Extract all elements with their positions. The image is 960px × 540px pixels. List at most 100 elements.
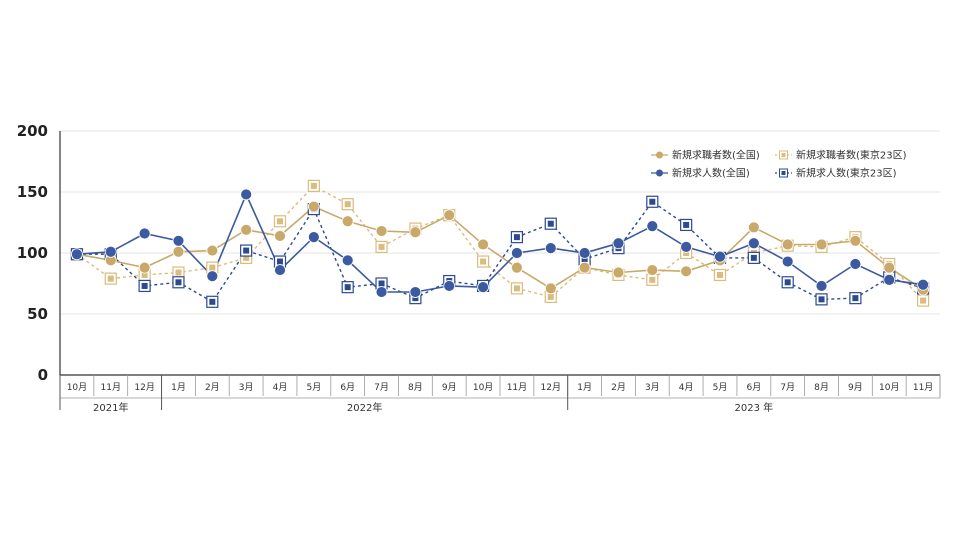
data-point-inner — [310, 182, 317, 189]
y-tick-label: 150 — [17, 183, 48, 201]
data-point-inner — [344, 284, 351, 291]
data-point-inner — [547, 293, 554, 300]
data-point-inner — [277, 258, 283, 265]
series-line — [76, 205, 924, 291]
data-point-inner — [209, 264, 216, 271]
data-point — [680, 240, 693, 253]
legend-label: 新規求人数(東京23区) — [796, 167, 897, 180]
data-point — [138, 261, 151, 274]
data-point — [714, 250, 726, 263]
x-tick-label: 6月 — [340, 382, 355, 393]
x-tick-label: 10月 — [473, 382, 493, 393]
data-point-inner — [480, 258, 487, 265]
x-tick-label: 7月 — [780, 382, 795, 393]
x-tick-label: 8月 — [814, 382, 829, 393]
data-point-inner — [378, 280, 385, 287]
data-point — [206, 270, 219, 283]
data-point — [578, 247, 591, 259]
x-tick-label: 4月 — [273, 382, 288, 393]
x-tick-label: 11月 — [507, 382, 527, 393]
legend-marker — [656, 169, 663, 177]
x-tick-label: 12月 — [134, 382, 154, 393]
legend-label: 新規求職者数(東京23区) — [796, 149, 907, 162]
data-point-inner — [547, 220, 554, 227]
legend-item: 新規求職者数(東京23区) — [775, 149, 907, 162]
data-point-inner — [818, 296, 825, 303]
data-point-inner — [750, 254, 757, 261]
data-point — [849, 234, 862, 247]
legend-item: 新規求人数(東京23区) — [775, 167, 897, 180]
data-point-inner — [243, 247, 250, 254]
data-point-inner — [683, 221, 690, 228]
x-tick-label: 4月 — [679, 382, 694, 393]
x-tick-label: 10月 — [67, 382, 87, 393]
data-point — [104, 245, 117, 258]
data-point-inner — [277, 218, 283, 225]
x-tick-label: 5月 — [713, 382, 728, 393]
data-point — [883, 261, 896, 274]
data-point-inner — [513, 234, 520, 241]
data-point-inner — [649, 198, 656, 205]
data-point — [781, 255, 794, 268]
data-point — [477, 281, 489, 294]
data-point — [206, 244, 219, 257]
data-point — [747, 237, 760, 250]
data-point-inner — [852, 295, 859, 302]
year-label: 2021年 — [93, 401, 128, 414]
x-tick-label: 7月 — [374, 382, 389, 393]
data-point-inner — [920, 297, 927, 304]
data-point-inner — [141, 282, 148, 289]
data-point-inner — [243, 254, 250, 261]
data-point — [815, 280, 828, 292]
data-point-inner — [784, 279, 791, 286]
data-point — [544, 282, 557, 295]
data-point — [612, 237, 625, 250]
data-point — [646, 264, 659, 276]
data-point-inner — [513, 285, 520, 292]
legend-marker-inner — [781, 153, 786, 157]
data-point — [409, 286, 422, 298]
data-point — [511, 247, 523, 259]
data-point — [307, 200, 320, 213]
data-point — [680, 265, 693, 278]
data-point-inner — [581, 256, 588, 263]
legend-marker — [656, 151, 663, 159]
x-tick-label: 11月 — [101, 382, 121, 393]
data-point — [511, 261, 523, 274]
x-tick-label: 9月 — [442, 382, 457, 393]
x-tick-label: 9月 — [848, 382, 863, 393]
data-point-inner — [344, 201, 351, 208]
data-point — [341, 254, 354, 267]
data-point — [646, 220, 659, 233]
data-point — [341, 215, 354, 228]
data-point-inner — [649, 276, 656, 283]
x-tick-label: 2月 — [611, 382, 626, 393]
data-point — [443, 280, 456, 292]
x-tick-label: 3月 — [239, 382, 254, 393]
x-tick-label: 1月 — [171, 382, 186, 393]
legend-marker-inner — [781, 171, 786, 175]
data-point — [138, 227, 151, 240]
data-point — [612, 266, 625, 279]
data-point — [274, 264, 286, 276]
data-point — [307, 231, 320, 244]
y-tick-label: 50 — [27, 305, 48, 323]
data-point — [240, 188, 253, 201]
data-point — [240, 223, 253, 236]
data-point — [172, 234, 185, 247]
x-tick-label: 11月 — [913, 382, 933, 393]
y-tick-label: 0 — [38, 366, 48, 384]
data-point — [443, 209, 456, 222]
data-point-inner — [175, 279, 182, 286]
data-point — [172, 245, 185, 258]
legend-label: 新規求職者数(全国) — [672, 149, 760, 162]
data-point — [815, 238, 828, 251]
data-point — [375, 225, 388, 237]
data-point — [375, 286, 388, 298]
year-label: 2022年 — [347, 401, 382, 414]
series-line — [76, 200, 924, 303]
legend-item: 新規求職者数(全国) — [651, 149, 760, 162]
data-point — [274, 230, 286, 242]
legend-label: 新規求人数(全国) — [672, 167, 750, 180]
